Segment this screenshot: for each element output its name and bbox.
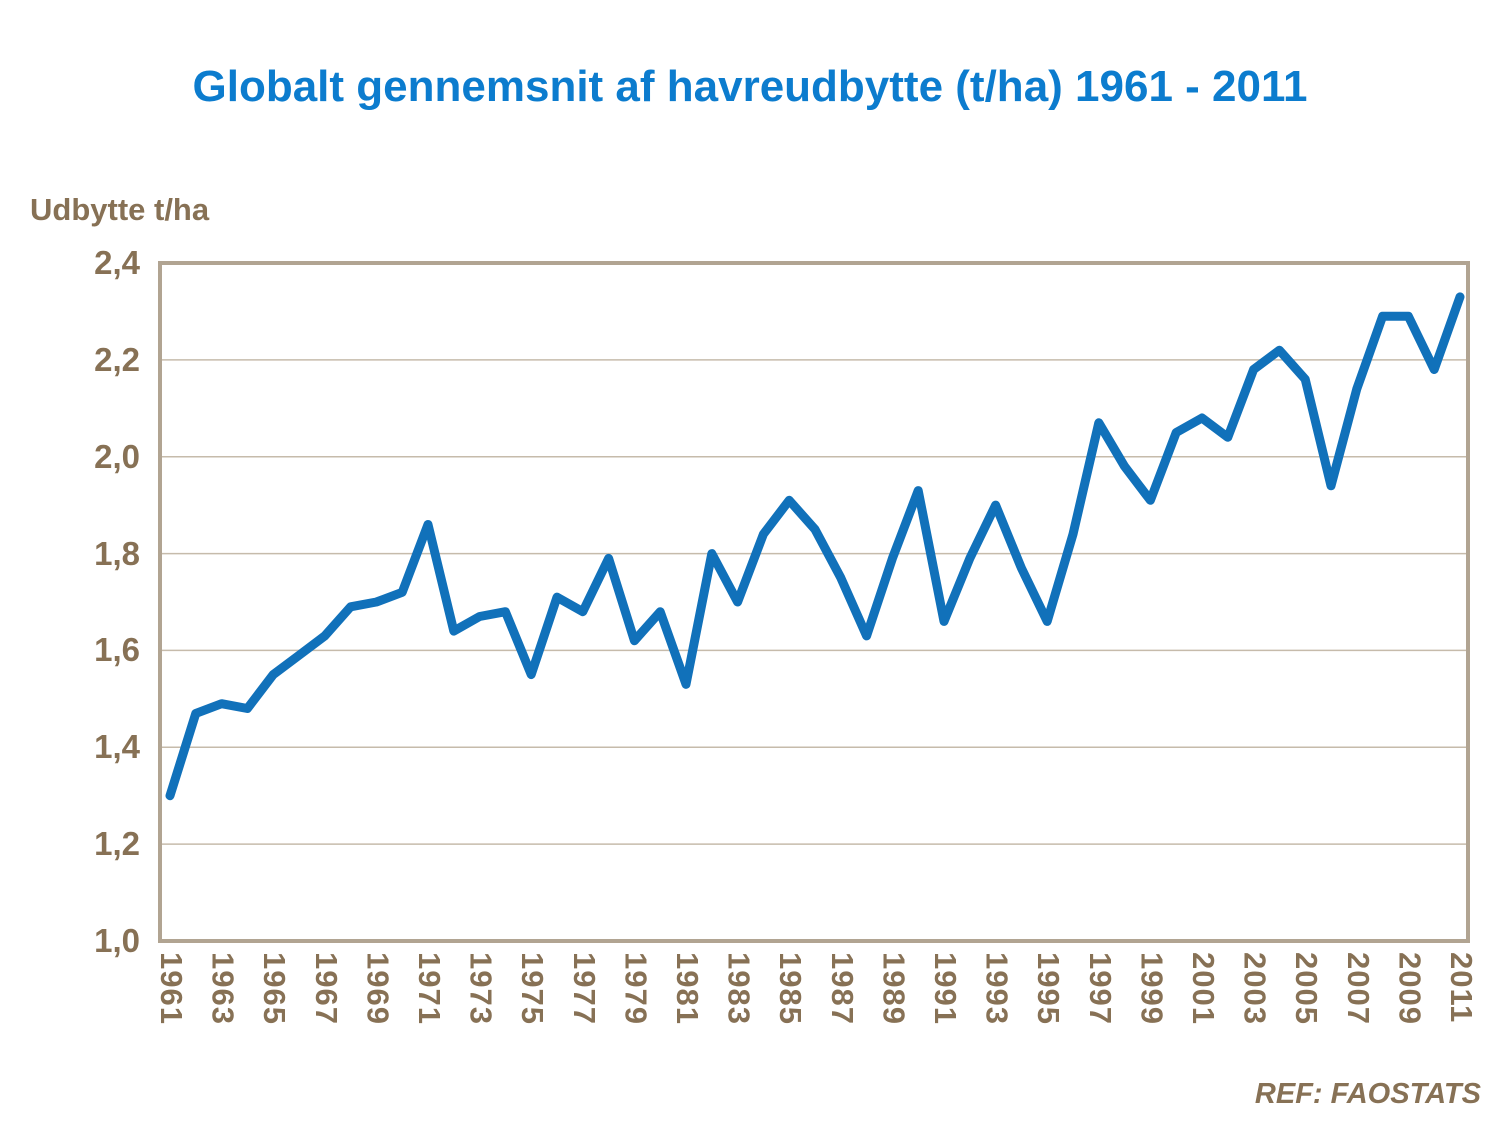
x-tick-label: 1975 — [515, 952, 551, 1025]
x-tick-label: 1983 — [721, 952, 757, 1025]
x-tick-label: 2009 — [1392, 952, 1428, 1025]
x-tick-label: 1979 — [618, 952, 654, 1025]
x-tick-label: 1987 — [824, 952, 860, 1025]
x-tick-label: 1969 — [360, 952, 396, 1025]
yield-line-series — [165, 292, 1465, 801]
reference-label: REF: FAOSTATS — [1254, 1078, 1481, 1110]
y-axis-title: Udbytte t/ha — [30, 192, 210, 227]
x-tick-label: 2005 — [1289, 952, 1325, 1025]
x-tick-label: 1971 — [412, 952, 447, 1025]
y-tick-label: 2,0 — [94, 437, 140, 475]
x-tick-label: 1961 — [154, 952, 189, 1025]
y-tick-label: 1,0 — [94, 922, 140, 959]
x-tick-label: 1991 — [928, 952, 963, 1025]
x-tick-label: 1963 — [205, 952, 241, 1025]
x-tick-label: 1989 — [876, 952, 912, 1025]
x-tick-label: 1997 — [1082, 952, 1118, 1025]
x-tick-label: 2007 — [1340, 952, 1376, 1025]
x-tick-label: 1965 — [257, 952, 293, 1025]
x-tick-label: 2011 — [1444, 952, 1479, 1024]
chart-title: Globalt gennemsnit af havreudbytte (t/ha… — [192, 62, 1308, 111]
x-tick-label: 1985 — [773, 952, 809, 1025]
x-tick-label: 1981 — [670, 952, 705, 1025]
y-tick-label: 1,4 — [94, 728, 140, 766]
y-tick-label: 1,2 — [94, 825, 140, 863]
x-tick-label: 2001 — [1186, 952, 1221, 1025]
y-tick-label: 1,8 — [94, 534, 140, 572]
x-tick-label: 1993 — [979, 952, 1015, 1025]
x-tick-label: 1999 — [1134, 952, 1170, 1025]
x-tick-label: 1967 — [308, 952, 344, 1025]
plot-border — [158, 261, 1470, 943]
y-tick-label: 2,4 — [94, 244, 140, 281]
x-tick-label: 1977 — [566, 952, 602, 1025]
x-tick-label: 1973 — [463, 952, 499, 1025]
gridlines — [162, 359, 1466, 845]
plot-area — [158, 261, 1470, 943]
x-tick-label: 1995 — [1031, 952, 1067, 1025]
x-tick-label: 2003 — [1237, 952, 1273, 1025]
y-tick-label: 2,2 — [94, 340, 140, 378]
y-tick-label: 1,6 — [94, 631, 140, 669]
